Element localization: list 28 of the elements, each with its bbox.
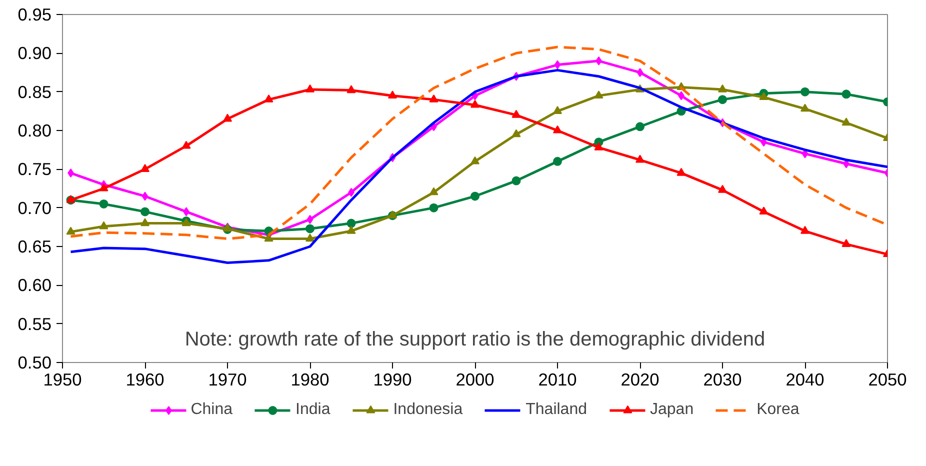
y-tick-label: 0.90 bbox=[18, 43, 52, 64]
legend-label: Korea bbox=[756, 401, 800, 419]
y-tick-label: 0.50 bbox=[18, 352, 52, 372]
annotation: Note: growth rate of the support ratio is the demographic dividend bbox=[184, 328, 766, 350]
y-tick-label: 0.70 bbox=[18, 198, 52, 218]
y-tick-label: 0.65 bbox=[18, 236, 52, 256]
x-tick-label: 1980 bbox=[290, 370, 330, 390]
x-tick-label: 2020 bbox=[620, 370, 660, 390]
y-tick-label: 0.60 bbox=[18, 275, 52, 296]
x-tick-label: 1960 bbox=[126, 370, 164, 390]
y-tick-label: 0.95 bbox=[18, 4, 52, 24]
y-tick-label: 0.75 bbox=[18, 159, 52, 180]
x-tick-label: 1990 bbox=[373, 370, 412, 390]
x-tick-label: 2050 bbox=[868, 370, 907, 390]
y-tick-label: 0.80 bbox=[18, 120, 52, 140]
x-tick-label: 2010 bbox=[538, 370, 577, 390]
legend-label: Indonesia bbox=[393, 401, 463, 419]
x-tick-label: 2000 bbox=[456, 370, 494, 390]
legend-label: China bbox=[190, 401, 233, 419]
y-tick-label: 0.85 bbox=[18, 82, 52, 102]
x-tick-label: 1950 bbox=[43, 370, 82, 390]
x-tick-label: 2030 bbox=[703, 370, 742, 390]
x-tick-label: 2040 bbox=[786, 370, 824, 390]
x-tick-label: 1970 bbox=[208, 370, 247, 390]
y-tick-label: 0.55 bbox=[18, 314, 52, 334]
legend-label: India bbox=[296, 401, 330, 419]
legend-label: Japan bbox=[650, 401, 694, 419]
legend-label: Thailand bbox=[526, 401, 587, 419]
